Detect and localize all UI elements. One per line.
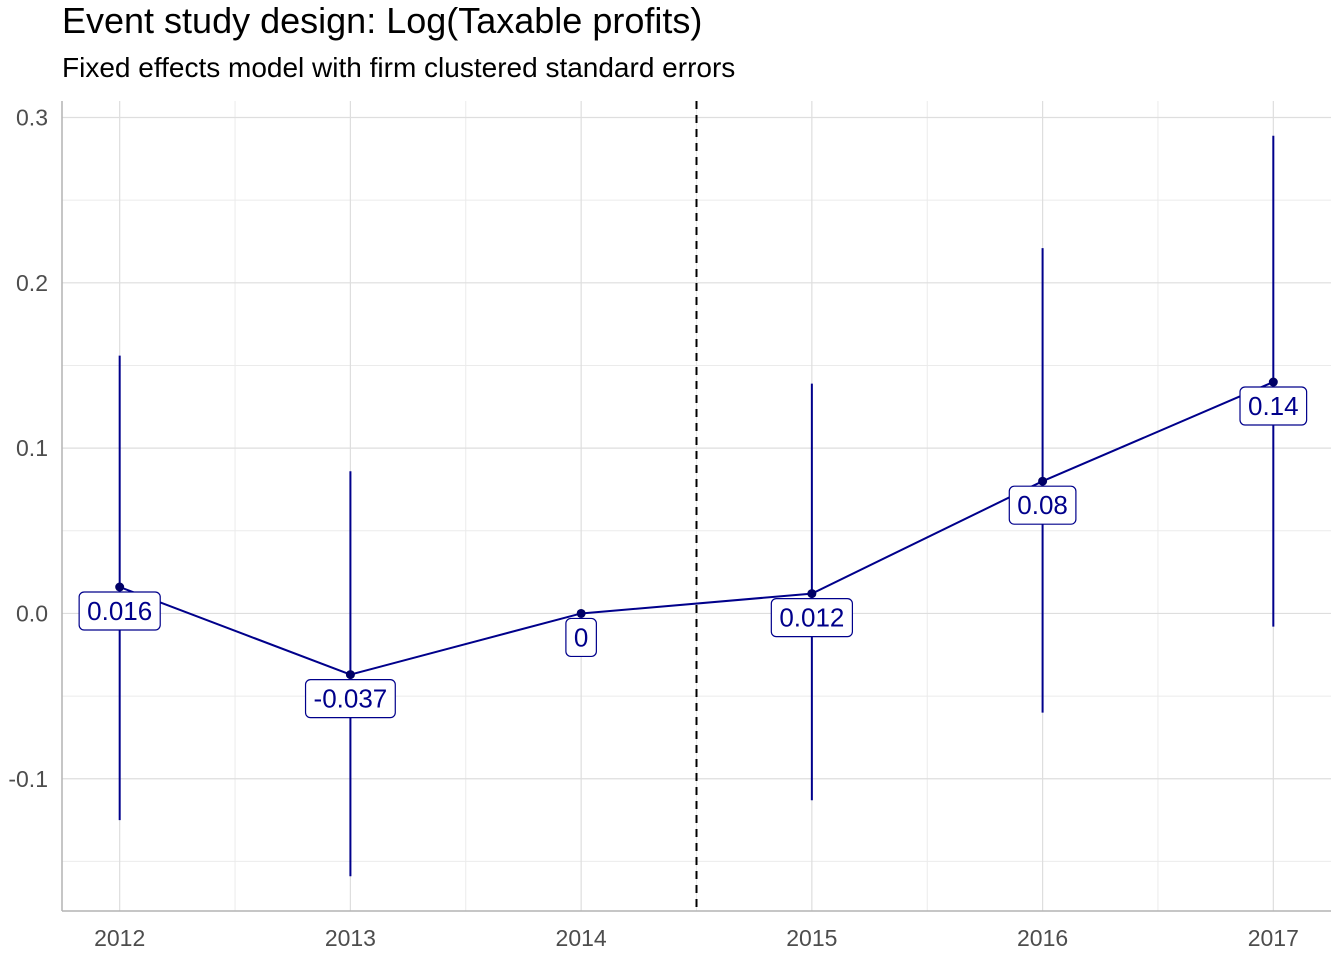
data-label: -0.037 bbox=[304, 679, 396, 719]
data-point bbox=[115, 582, 125, 592]
data-label: 0.012 bbox=[770, 598, 854, 638]
points bbox=[115, 377, 1278, 680]
estimate-line bbox=[119, 381, 1274, 676]
data-label-text: 0 bbox=[574, 622, 588, 652]
data-label: 0.016 bbox=[78, 591, 161, 631]
x-tick-label: 2016 bbox=[1017, 925, 1068, 951]
chart-title: Event study design: Log(Taxable profits) bbox=[62, 0, 703, 41]
y-tick-label: 0.0 bbox=[16, 600, 48, 626]
data-label-box bbox=[565, 617, 597, 658]
data-label-text: 0.14 bbox=[1248, 391, 1299, 421]
data-label: 0 bbox=[565, 617, 597, 658]
data-label-text: 0.012 bbox=[779, 603, 844, 633]
axes bbox=[61, 101, 1331, 912]
y-tick-label: 0.3 bbox=[16, 105, 48, 131]
data-label: 0.14 bbox=[1239, 386, 1308, 426]
data-label: 0.08 bbox=[1008, 485, 1077, 525]
data-point bbox=[807, 589, 817, 599]
data-point bbox=[345, 670, 355, 680]
data-label-box bbox=[78, 591, 161, 631]
y-tick-label: -0.1 bbox=[8, 766, 48, 792]
x-tick-label: 2012 bbox=[94, 925, 145, 951]
y-tick-labels: -0.1 0.0 0.1 0.2 0.3 bbox=[8, 105, 48, 792]
data-label-box bbox=[1008, 485, 1077, 525]
data-label-text: -0.037 bbox=[314, 684, 388, 714]
chart-subtitle: Fixed effects model with firm clustered … bbox=[62, 52, 736, 83]
data-label-box bbox=[770, 598, 854, 638]
data-label-text: 0.016 bbox=[87, 596, 152, 626]
x-tick-label: 2017 bbox=[1248, 925, 1299, 951]
series-line bbox=[119, 381, 1274, 676]
y-tick-label: 0.2 bbox=[16, 270, 48, 296]
x-tick-label: 2013 bbox=[325, 925, 376, 951]
x-tick-label: 2015 bbox=[786, 925, 837, 951]
data-label-box bbox=[1239, 386, 1308, 426]
data-label-text: 0.08 bbox=[1017, 490, 1068, 520]
data-point bbox=[576, 608, 586, 618]
data-point bbox=[1038, 476, 1048, 486]
data-labels: 0.016 -0.037 0 0.012 0.08 0.14 bbox=[78, 386, 1308, 719]
data-label-box bbox=[304, 679, 396, 719]
x-tick-labels: 2012 2013 2014 2015 2016 2017 bbox=[94, 925, 1299, 951]
x-tick-label: 2014 bbox=[556, 925, 607, 951]
y-tick-label: 0.1 bbox=[16, 435, 48, 461]
data-point bbox=[1268, 377, 1278, 387]
